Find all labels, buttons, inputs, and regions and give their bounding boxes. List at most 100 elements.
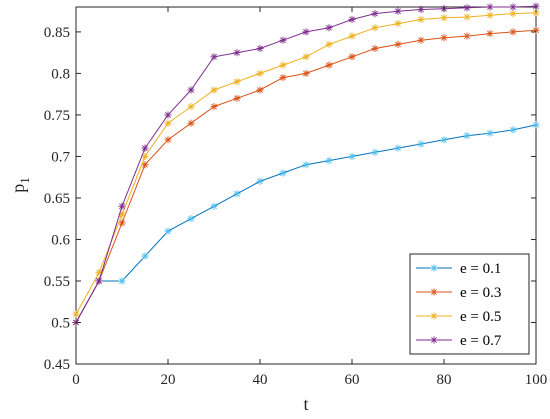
series-2-point bbox=[394, 40, 402, 48]
series-3-point bbox=[348, 32, 356, 40]
legend: e = 0.1 e = 0.3 e = 0.5 e = 0.7 bbox=[409, 253, 530, 355]
series-3-point bbox=[486, 11, 494, 19]
series-3-point bbox=[302, 53, 310, 61]
series-4-point bbox=[394, 7, 402, 15]
series-4-point bbox=[371, 10, 379, 18]
x-tick-label: 0 bbox=[72, 372, 80, 388]
y-tick-label: 0.8 bbox=[51, 66, 70, 82]
y-tick-label: 0.55 bbox=[44, 274, 70, 290]
series-4-point bbox=[325, 24, 333, 32]
series-3-point bbox=[72, 310, 80, 318]
x-tick-label: 60 bbox=[345, 372, 360, 388]
series-1-point bbox=[532, 121, 540, 129]
series-4-point bbox=[118, 202, 126, 210]
series-1-point bbox=[463, 132, 471, 140]
legend-label: e = 0.7 bbox=[460, 333, 502, 349]
x-tick-label: 100 bbox=[525, 372, 548, 388]
series-3-point bbox=[371, 24, 379, 32]
series-3-point bbox=[279, 61, 287, 69]
series-4-point bbox=[233, 49, 241, 57]
series-3-point bbox=[417, 15, 425, 24]
y-axis-label-subscript: 1 bbox=[17, 177, 32, 184]
series-3-point bbox=[440, 14, 448, 22]
series-2-point bbox=[440, 34, 448, 42]
series-1-point bbox=[394, 144, 402, 152]
series-2-point bbox=[325, 61, 333, 69]
legend-label: e = 0.5 bbox=[460, 309, 501, 325]
series-layer bbox=[72, 2, 540, 327]
series-3-point bbox=[325, 40, 333, 48]
series-4-point bbox=[279, 36, 287, 44]
y-axis-label: p1 bbox=[8, 177, 32, 193]
y-tick-label: 0.5 bbox=[51, 315, 70, 331]
series-1-point bbox=[348, 152, 356, 161]
legend-swatch-marker bbox=[430, 288, 438, 296]
series-4-point bbox=[302, 28, 310, 36]
y-axis-label-main: p bbox=[8, 184, 28, 193]
series-1-point bbox=[187, 215, 195, 223]
series-2-point bbox=[141, 161, 149, 169]
legend-swatch-marker bbox=[430, 264, 438, 272]
y-tick-label: 0.45 bbox=[44, 357, 70, 373]
series-4-point bbox=[141, 144, 149, 152]
legend-label: e = 0.3 bbox=[460, 285, 501, 301]
series-4-point bbox=[164, 111, 172, 119]
series-1-point bbox=[509, 126, 517, 134]
series-2-point bbox=[302, 69, 310, 78]
series-1-point bbox=[486, 129, 494, 137]
series-2-point bbox=[118, 219, 126, 227]
series-1-point bbox=[256, 177, 264, 185]
series-2-point bbox=[210, 103, 218, 111]
x-tick-label: 80 bbox=[437, 372, 452, 388]
y-tick-label: 0.65 bbox=[44, 191, 70, 207]
series-3-point bbox=[463, 13, 471, 21]
series-3-point bbox=[164, 119, 172, 127]
series-2-point bbox=[187, 119, 195, 127]
series-4-point bbox=[486, 3, 494, 11]
series-4-point bbox=[509, 3, 517, 11]
series-1-point bbox=[233, 190, 241, 198]
series-2-point bbox=[486, 29, 494, 38]
x-axis-label: t bbox=[303, 394, 308, 414]
series-3-point bbox=[210, 86, 218, 94]
series-1-point bbox=[279, 169, 287, 177]
legend-box bbox=[409, 253, 530, 355]
series-3-point bbox=[256, 69, 264, 78]
series-2-point bbox=[256, 86, 264, 94]
series-2-point bbox=[417, 36, 425, 44]
series-3-point bbox=[233, 78, 241, 86]
series-1-point bbox=[440, 136, 448, 144]
series-1-point bbox=[371, 148, 379, 156]
series-4-point bbox=[256, 44, 264, 53]
series-4-point bbox=[463, 4, 471, 12]
series-4-point bbox=[210, 53, 218, 61]
legend-swatch-marker bbox=[430, 312, 438, 320]
y-tick-label: 0.75 bbox=[44, 108, 70, 124]
series-3-point bbox=[394, 20, 402, 28]
series-3-point bbox=[141, 152, 149, 161]
x-tick-label: 20 bbox=[161, 372, 176, 388]
series-1-point bbox=[141, 252, 149, 260]
series-2-point bbox=[463, 32, 471, 40]
ticks-layer: 0 20 40 60 80 100 0.45 0.5 0.55 0.6 0.65 0.7 0.75 0.8… bbox=[44, 7, 548, 388]
series-1-point bbox=[417, 140, 425, 148]
series-4-point bbox=[187, 86, 195, 94]
legend-label: e = 0.1 bbox=[460, 261, 501, 277]
series-1-point bbox=[302, 161, 310, 169]
series-1-point bbox=[118, 277, 126, 285]
series-2-point bbox=[532, 26, 540, 34]
series-2-point bbox=[509, 28, 517, 36]
y-tick-label: 0.85 bbox=[44, 25, 70, 41]
series-4-point bbox=[95, 277, 103, 285]
series-3-point bbox=[509, 10, 517, 18]
series-2-point bbox=[348, 53, 356, 61]
x-tick-label: 40 bbox=[253, 372, 268, 388]
legend-swatch-marker bbox=[430, 336, 438, 344]
series-2-point bbox=[233, 94, 241, 102]
series-4-point bbox=[348, 15, 356, 24]
series-2-point bbox=[371, 44, 379, 53]
y-tick-label: 0.7 bbox=[51, 149, 70, 165]
series-3-point bbox=[187, 103, 195, 111]
series-1-point bbox=[164, 227, 172, 235]
